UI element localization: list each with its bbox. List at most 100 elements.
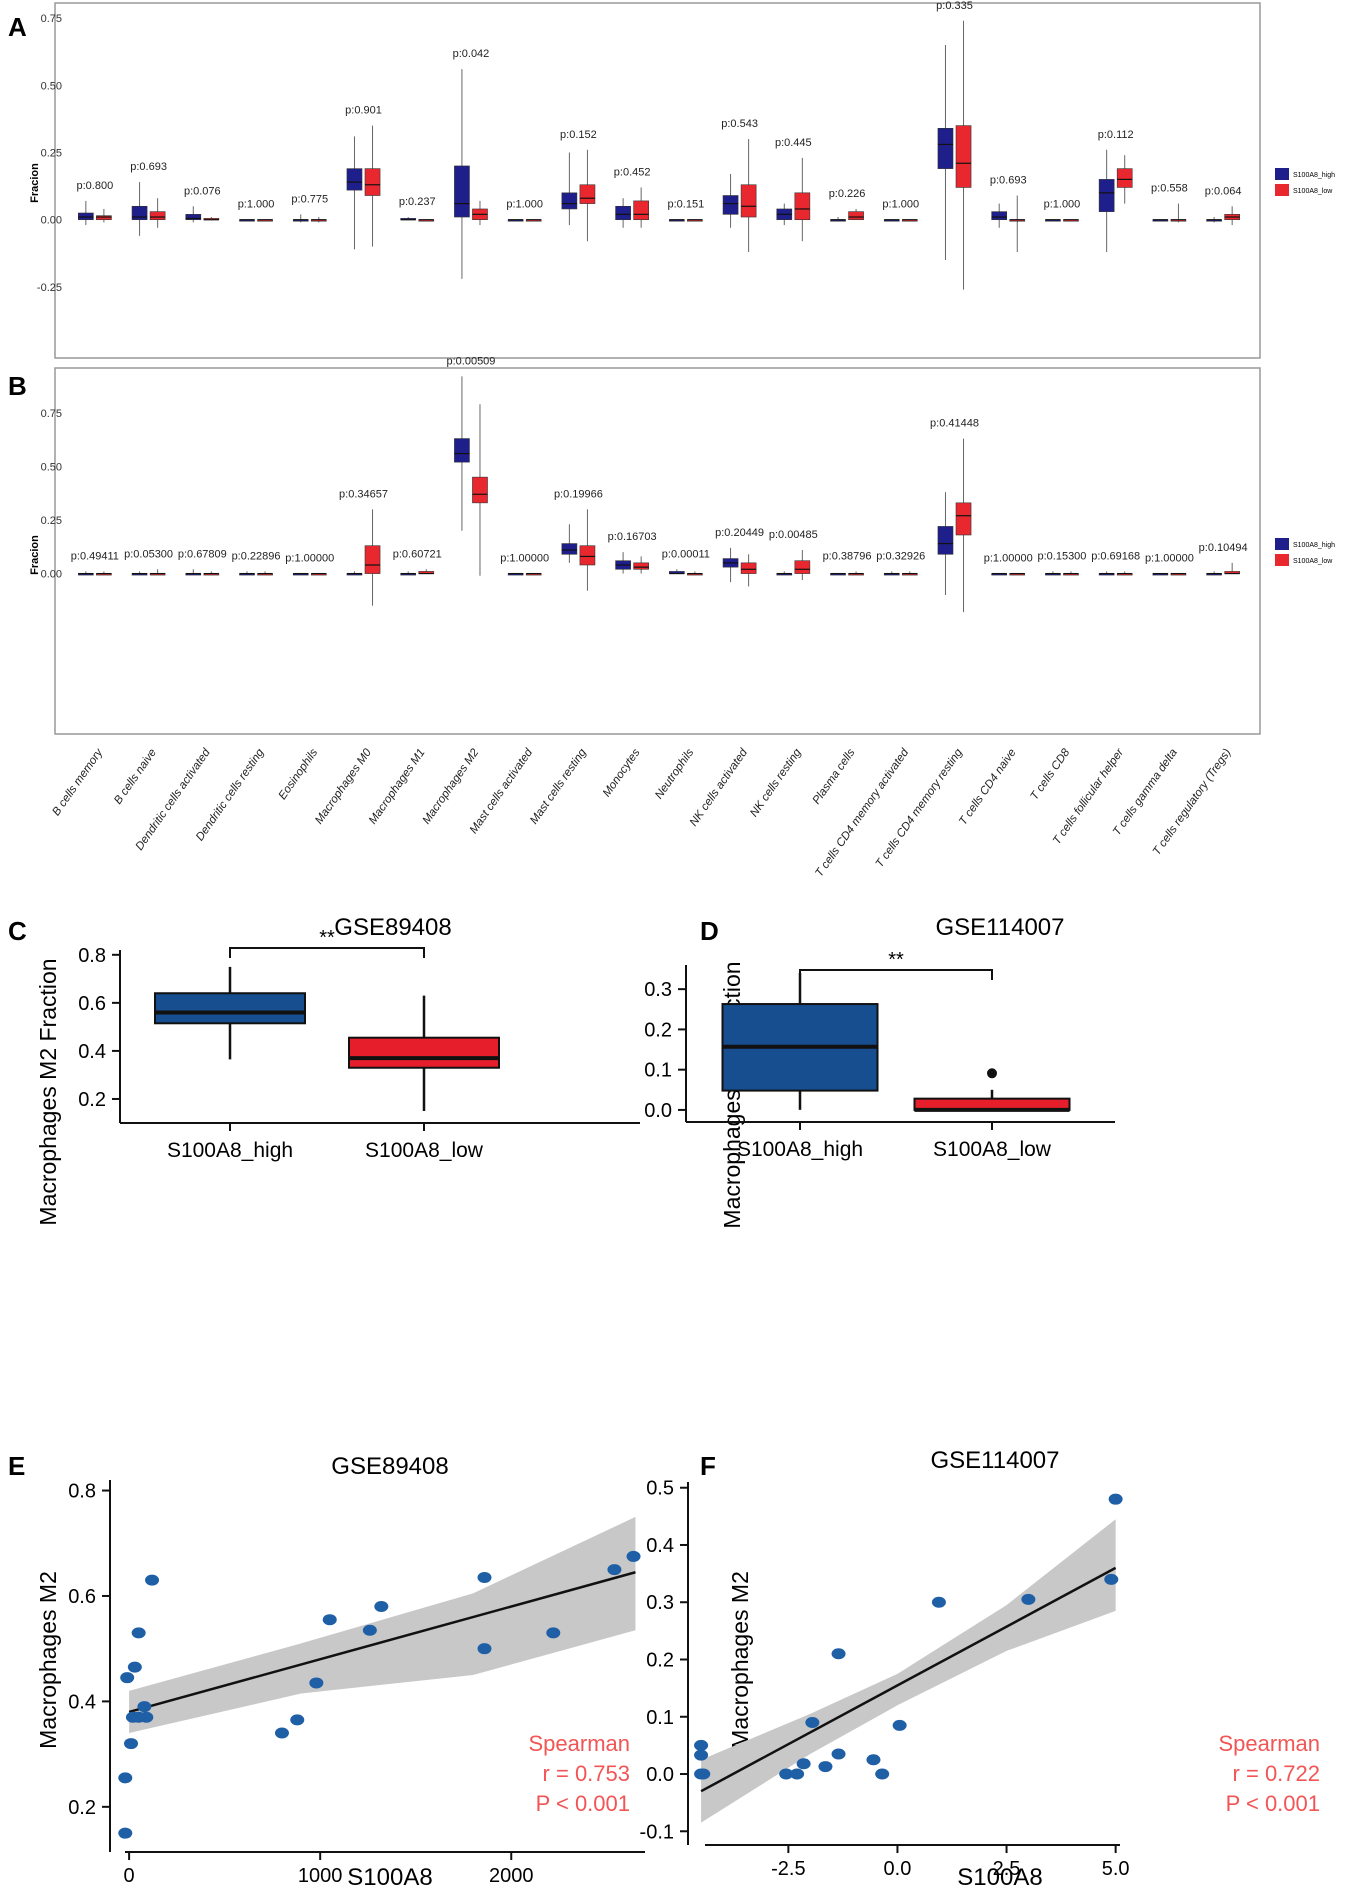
- box-high: [131, 205, 148, 221]
- panel-d-title: GSE114007: [936, 914, 1065, 941]
- panel-b-ylabel: Fracion: [29, 535, 41, 575]
- data-point: [362, 1624, 377, 1636]
- data-point: [805, 1716, 820, 1728]
- p-value-label: p:0.00509: [446, 355, 495, 367]
- category-label: T cells CD8: [1028, 746, 1072, 802]
- p-value-label: p:1.00000: [984, 553, 1033, 565]
- box-high: [561, 192, 578, 210]
- box-high: [1098, 179, 1115, 212]
- x-tick-label: S100A8_high: [167, 1139, 293, 1162]
- panel-a-frame: [54, 2, 1261, 359]
- p-value-label: p:0.237: [399, 196, 436, 208]
- box-high: [154, 992, 306, 1025]
- p-value-label: p:0.151: [668, 199, 705, 211]
- category-label: Mast cells resting: [528, 746, 589, 826]
- data-point: [118, 1827, 133, 1839]
- data-point: [790, 1768, 805, 1780]
- data-point: [274, 1727, 289, 1739]
- panel-f-ylabel: Macrophages M2: [727, 1571, 753, 1749]
- confidence-band: [129, 1516, 636, 1734]
- y-tick-label: 0.5: [646, 1478, 674, 1500]
- y-tick-label: 0.6: [78, 993, 106, 1015]
- p-value-label: p:0.693: [130, 161, 167, 173]
- p-value-label: p:0.20449: [715, 527, 764, 539]
- p-value-label: p:0.15300: [1037, 550, 1086, 562]
- data-point: [309, 1677, 324, 1689]
- panel-c-title: GSE89408: [334, 914, 451, 941]
- panel-e-ylabel: Macrophages M2: [35, 1571, 61, 1749]
- box-high: [78, 212, 94, 221]
- data-point: [477, 1572, 492, 1584]
- panel-f: F GSE114007 Macrophages M2 S100A8 0.5 0.4…: [640, 1447, 1320, 1890]
- p-value-label: p:1.000: [506, 199, 543, 211]
- y-tick-label: 0.8: [78, 945, 106, 967]
- fit-line: [700, 1566, 1117, 1793]
- box-low: [96, 215, 112, 221]
- y-tick-label: 0.00: [41, 569, 62, 581]
- data-point: [892, 1719, 907, 1731]
- p-value-label: p:1.00000: [285, 553, 334, 565]
- data-point: [831, 1648, 846, 1660]
- y-tick-label: 0.2: [78, 1089, 106, 1111]
- y-tick-label: 0.2: [646, 1650, 674, 1672]
- p-value-label: p:0.543: [721, 118, 758, 130]
- category-label: Plasma cells: [811, 747, 858, 807]
- p-value-label: p:0.452: [614, 166, 651, 178]
- y-tick-label: 0.4: [68, 1691, 96, 1713]
- box-low: [348, 1036, 500, 1069]
- box-low: [1116, 168, 1133, 188]
- panel-a: A Fracion 0.75 0.50 0.25 0.00 -0.25 p:0.800 p:…: [8, 0, 1335, 359]
- p-value-label: p:0.076: [184, 185, 221, 197]
- box-high: [185, 214, 202, 221]
- panel-e-plot: 0.8 0.6 0.4 0.2 0 1000 2000: [68, 1480, 645, 1887]
- box-low: [740, 184, 757, 218]
- x-tick-label: -2.5: [771, 1858, 805, 1880]
- data-point: [127, 1661, 142, 1673]
- panel-f-title: GSE114007: [931, 1447, 1060, 1474]
- panel-e-letter: E: [8, 1451, 25, 1481]
- data-point: [607, 1564, 622, 1576]
- panel-d: D GSE114007 Macrophages M2 Fraction 0.30…: [644, 914, 1115, 1229]
- box-high: [346, 168, 363, 191]
- category-label: T cells CD4 naive: [957, 747, 1019, 828]
- y-tick-label: 0.1: [646, 1707, 674, 1729]
- data-point: [694, 1739, 709, 1751]
- panel-b-legend: S100A8_high S100A8_low: [1275, 538, 1335, 566]
- category-label: T cells CD4 memory activated: [813, 746, 911, 879]
- p-value-label: p:0.05300: [124, 548, 173, 560]
- data-point: [696, 1768, 711, 1780]
- panel-f-stat-name: Spearman: [1218, 1731, 1320, 1756]
- data-point: [866, 1754, 881, 1766]
- category-label: B cells naive: [112, 747, 159, 807]
- x-tick-label: 1000: [298, 1865, 343, 1887]
- x-tick-label: S100A8_high: [737, 1138, 863, 1161]
- data-point: [477, 1643, 492, 1655]
- y-tick-label: 0.0: [644, 1100, 672, 1122]
- p-value-label: p:0.152: [560, 129, 597, 141]
- confidence-band: [701, 1519, 1116, 1823]
- p-value-label: p:0.064: [1205, 185, 1242, 197]
- p-value-label: p:0.901: [345, 105, 382, 117]
- legend-b-high-swatch: [1275, 538, 1289, 550]
- outlier-point: [987, 1068, 997, 1079]
- p-value-label: p:0.00011: [662, 548, 710, 560]
- legend-a-low-swatch: [1275, 184, 1289, 196]
- p-value-label: p:1.000: [1044, 199, 1081, 211]
- p-value-label: p:0.226: [829, 188, 866, 200]
- significance-stars: **: [319, 927, 335, 949]
- data-point: [875, 1768, 890, 1780]
- x-tick-label: 2.5: [993, 1858, 1021, 1880]
- box-high: [454, 438, 470, 463]
- p-value-label: p:0.445: [775, 137, 812, 149]
- p-value-label: p:0.558: [1151, 183, 1188, 195]
- panel-c-letter: C: [8, 916, 27, 946]
- panel-a-legend: S100A8_high S100A8_low: [1275, 168, 1335, 196]
- data-point: [931, 1596, 946, 1608]
- y-tick-label: 0.2: [68, 1797, 96, 1819]
- p-value-label: p:1.00000: [1145, 553, 1194, 565]
- box-low: [364, 168, 381, 196]
- box-low: [633, 562, 649, 570]
- data-point: [322, 1614, 337, 1626]
